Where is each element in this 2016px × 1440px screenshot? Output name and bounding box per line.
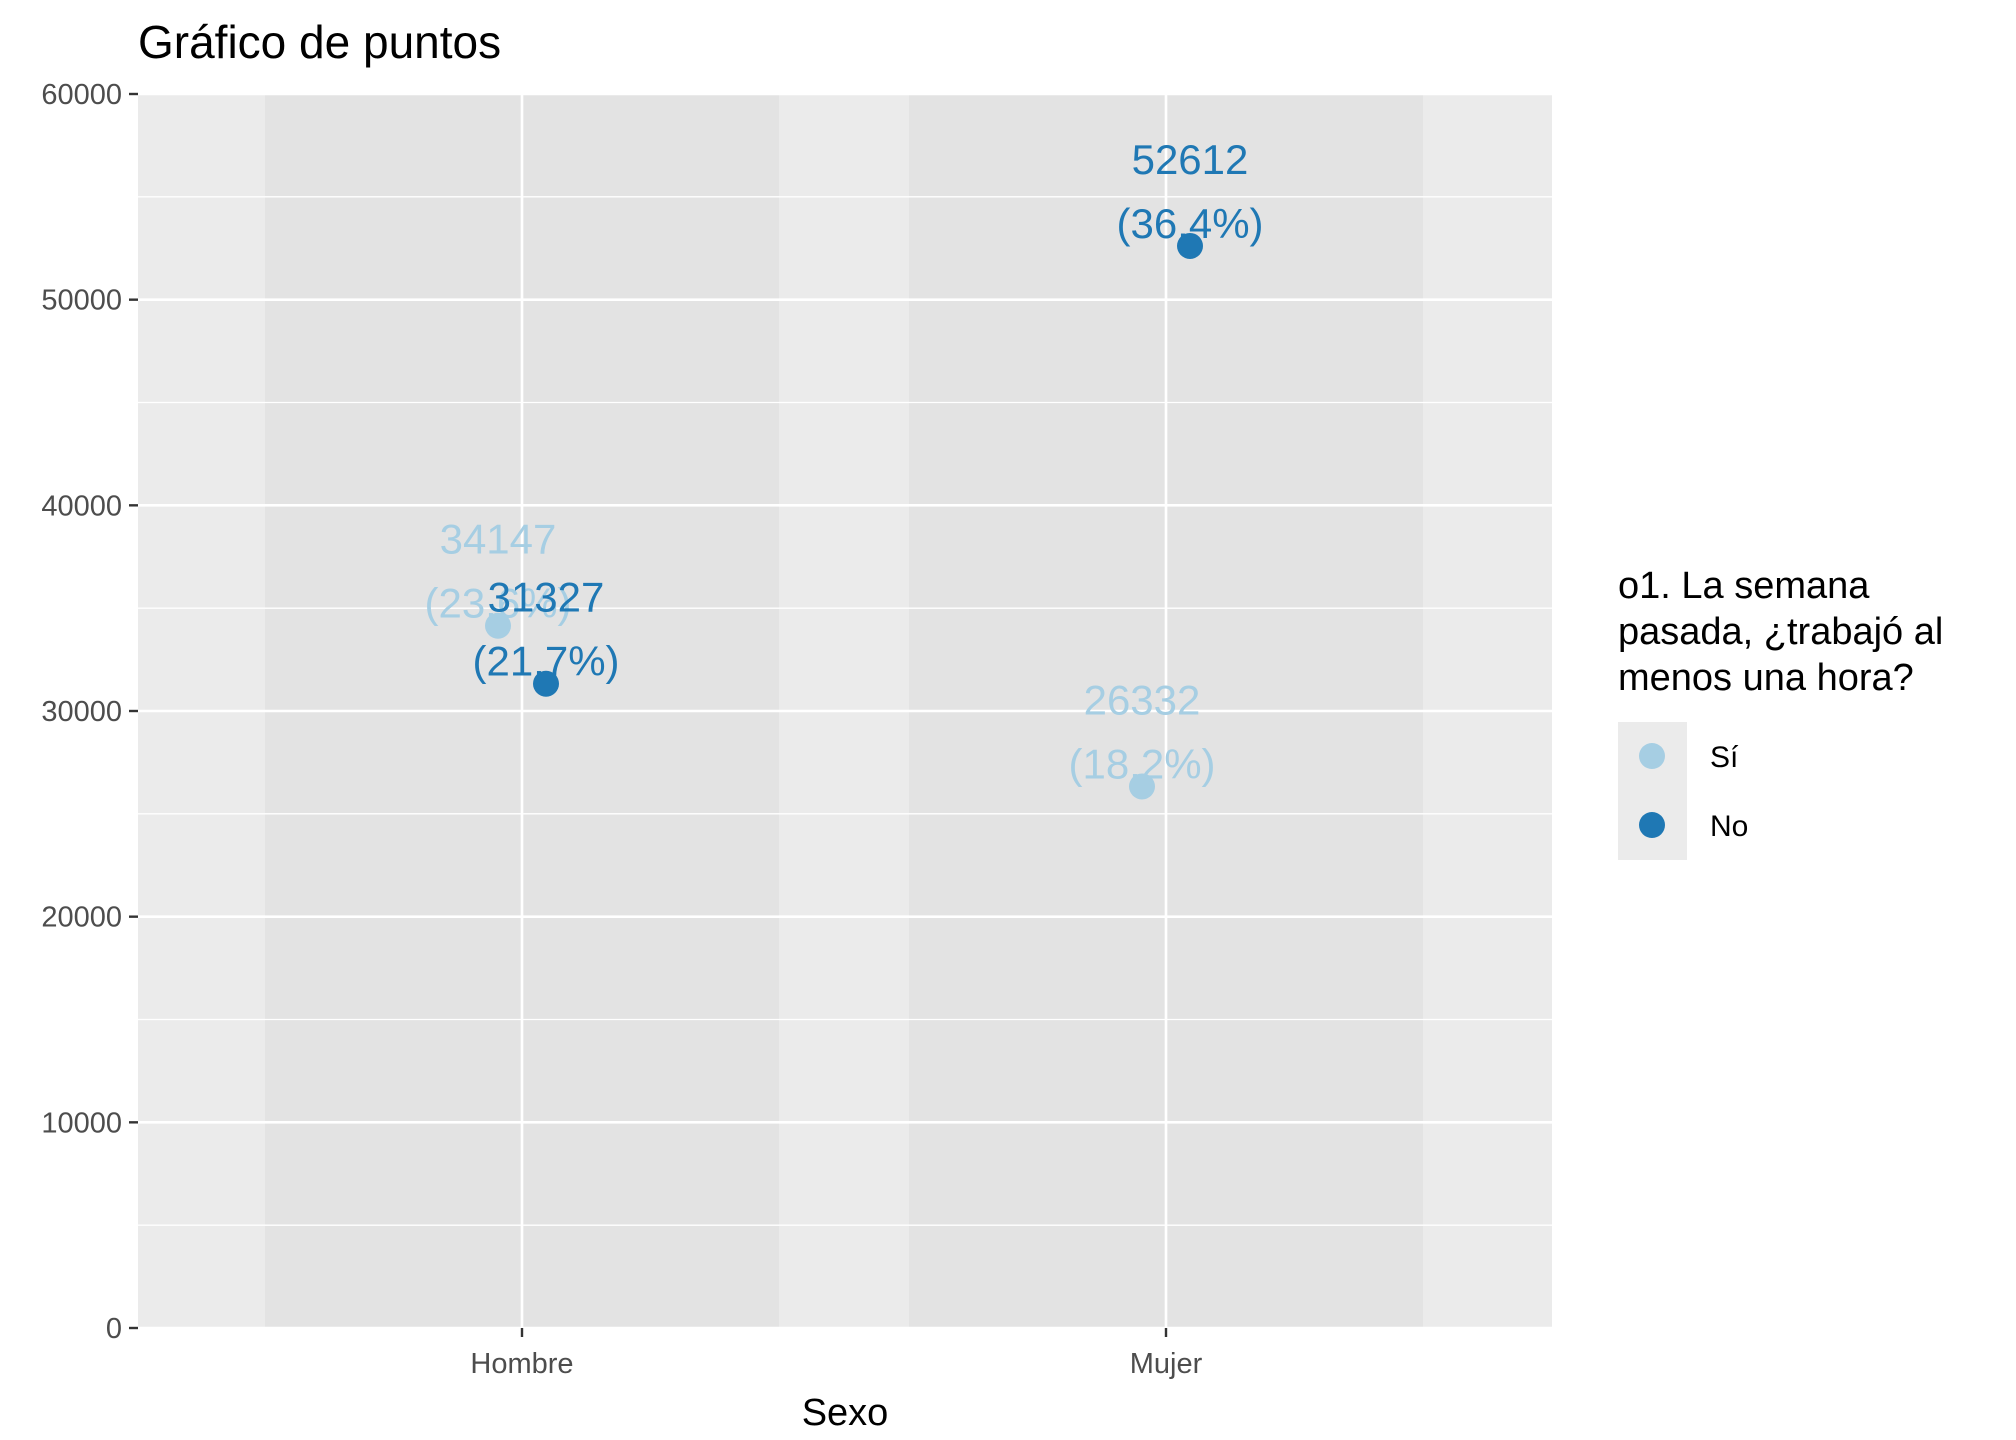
- data-point: [485, 612, 511, 639]
- legend-key-no: [1639, 812, 1665, 838]
- x-axis-title: Sexo: [802, 1392, 889, 1434]
- data-label-percent: (18.2%): [1068, 740, 1215, 787]
- data-label-count: 31327: [488, 574, 605, 621]
- data-label-count: 34147: [440, 516, 557, 563]
- x-tick-label: Hombre: [470, 1348, 573, 1380]
- data-label-percent: (21.7%): [472, 638, 619, 685]
- legend-label: Sí: [1710, 741, 1739, 774]
- legend-key-background: [1618, 722, 1687, 860]
- legend-title-line: pasada, ¿trabajó al: [1618, 611, 1943, 653]
- y-tick-label: 60000: [41, 79, 122, 111]
- data-point: [1129, 773, 1155, 800]
- x-tick-label: Mujer: [1130, 1348, 1203, 1380]
- data-label-percent: (36.4%): [1116, 200, 1263, 247]
- y-tick-label: 50000: [41, 285, 122, 317]
- chart-title: Gráfico de puntos: [138, 16, 501, 68]
- data-label-percent: (23.6%): [424, 580, 571, 627]
- legend-label: No: [1710, 810, 1748, 843]
- data-point: [533, 670, 559, 697]
- y-tick-label: 30000: [41, 696, 122, 728]
- y-tick-label: 0: [106, 1313, 122, 1345]
- plot-panel: 0 10000 20000 30000 40000 50000 60000 Hombre Muj…: [41, 79, 1552, 1380]
- legend-title-line: menos una hora?: [1618, 657, 1914, 699]
- data-label-count: 52612: [1132, 136, 1249, 183]
- legend-key-si: [1639, 743, 1665, 769]
- data-label-count: 26332: [1084, 676, 1201, 723]
- legend-title-line: o1. La semana: [1618, 565, 1870, 607]
- y-tick-label: 20000: [41, 902, 122, 934]
- y-tick-label: 10000: [41, 1107, 122, 1139]
- y-tick-label: 40000: [41, 490, 122, 522]
- data-point: [1177, 232, 1203, 259]
